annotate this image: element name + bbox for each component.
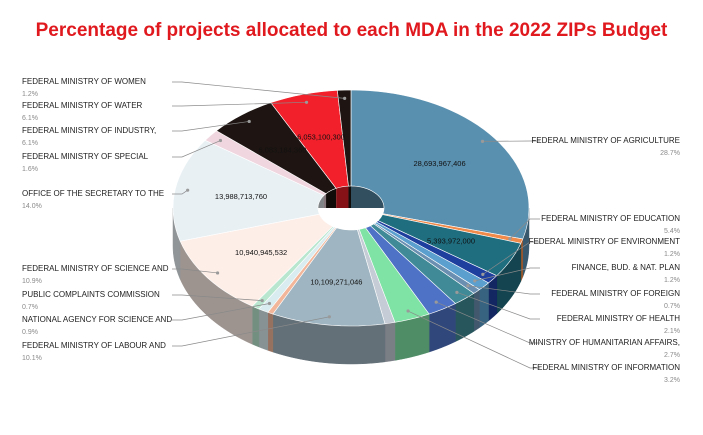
label-pct-1: 28.7% [660, 150, 680, 157]
leader-dot-17 [218, 138, 223, 143]
leader-dot-14 [260, 299, 264, 303]
leader-dot-19 [304, 100, 309, 104]
leader-dot-15 [215, 271, 220, 275]
leader-dot-6 [466, 284, 470, 288]
label-name-14: PUBLIC COMPLAINTS COMMISSION [22, 290, 160, 299]
label-name-18: FEDERAL MINISTRY OF INDUSTRY, [22, 126, 156, 135]
value-label-15: 10,940,945,532 [235, 248, 287, 257]
leader-line-19 [172, 101, 307, 107]
label-pct-17: 1.6% [22, 166, 38, 173]
label-pct-6: 0.7% [664, 303, 680, 310]
leader-line-14 [172, 294, 263, 301]
leader-dot-20 [343, 96, 347, 100]
label-pct-5: 1.2% [664, 277, 680, 284]
slice-labels: FEDERAL MINISTRY OF AGRICULTURE 28.7% FEDE… [22, 77, 680, 384]
leader-line-6 [467, 285, 540, 295]
leader-dot-4 [481, 272, 485, 276]
leader-line-4 [482, 241, 540, 275]
slice-20 [337, 89, 352, 187]
label-pct-20: 1.2% [22, 91, 38, 98]
doughnut-hole [318, 208, 384, 230]
leader-line-2 [509, 218, 540, 240]
label-name-16: OFFICE OF THE SECRETARY TO THE [22, 189, 164, 198]
leader-line-15 [172, 268, 218, 274]
label-name-2: FEDERAL MINISTRY OF EDUCATION [541, 214, 680, 223]
value-label-16: 13,988,713,760 [215, 192, 267, 201]
label-name-19: FEDERAL MINISTRY OF WATER [22, 101, 143, 110]
inner-wall-19-0 [336, 186, 349, 212]
label-name-8: MINISTRY OF HUMANITARIAN AFFAIRS, [529, 338, 680, 347]
label-pct-18: 6.1% [22, 140, 38, 147]
label-name-17: FEDERAL MINISTRY OF SPECIAL [22, 152, 149, 161]
label-name-13: NATIONAL AGENCY FOR SCIENCE AND [22, 315, 172, 324]
inner-wall-20-0 [348, 186, 351, 209]
label-pct-16: 14.0% [22, 203, 42, 210]
leader-dot-7 [455, 290, 459, 294]
label-pct-8: 2.7% [664, 352, 680, 359]
value-label-1: 28,693,967,406 [414, 159, 466, 168]
value-label-11: 10,109,271,046 [310, 277, 362, 286]
label-pct-15: 10.9% [22, 278, 42, 285]
value-label-3: 5,393,972,000 [427, 237, 475, 246]
leader-dot-11 [327, 315, 331, 319]
value-label-18: 6,083,184,360 [258, 146, 306, 155]
leader-dot-18 [247, 119, 251, 124]
leader-dot-16 [186, 188, 190, 192]
leader-line-13 [172, 303, 270, 321]
label-pct-4: 1.2% [664, 251, 680, 258]
label-name-4: FEDERAL MINISTRY OF ENVIRONMENT [529, 237, 681, 246]
leader-dot-5 [473, 279, 477, 283]
label-name-7: FEDERAL MINISTRY OF HEALTH [557, 314, 681, 323]
label-pct-19: 6.1% [22, 115, 38, 122]
label-name-15: FEDERAL MINISTRY OF SCIENCE AND [22, 264, 169, 273]
label-pct-11: 10.1% [22, 355, 42, 362]
chart-title: Percentage of projects allocated to each… [35, 20, 668, 41]
leader-line-17 [172, 140, 221, 158]
label-pct-2: 5.4% [664, 228, 680, 235]
leader-line-7 [456, 292, 540, 320]
label-pct-7: 2.1% [664, 328, 680, 335]
leader-dot-13 [267, 301, 272, 306]
label-name-9: FEDERAL MINISTRY OF INFORMATION [532, 363, 680, 372]
leader-line-9 [407, 310, 540, 369]
leader-line-20 [172, 81, 345, 99]
label-name-11: FEDERAL MINISTRY OF LABOUR AND [22, 341, 166, 350]
label-name-6: FEDERAL MINISTRY OF FOREIGN [551, 289, 680, 298]
side-wall-14 [251, 305, 260, 348]
side-wall-10 [384, 322, 396, 363]
leader-dot-2 [508, 237, 512, 241]
side-wall-4 [488, 275, 498, 322]
label-pct-14: 0.7% [22, 304, 38, 311]
label-name-20: FEDERAL MINISTRY OF WOMEN [22, 77, 146, 86]
side-wall-6 [473, 289, 480, 332]
leader-dot-1 [480, 139, 485, 143]
leader-line-8 [436, 301, 540, 344]
leader-line-5 [474, 267, 540, 282]
label-name-5: FINANCE, BUD. & NAT. PLAN [572, 263, 681, 272]
leader-line-16 [172, 189, 188, 195]
leader-dot-9 [406, 309, 410, 313]
leader-line-11 [172, 316, 330, 347]
label-name-1: FEDERAL MINISTRY OF AGRICULTURE [531, 136, 680, 145]
label-pct-13: 0.9% [22, 329, 38, 336]
side-wall-5 [479, 282, 489, 329]
side-wall-2 [520, 238, 524, 282]
leader-line-18 [172, 121, 250, 132]
leader-dot-8 [434, 300, 438, 304]
label-pct-9: 3.2% [664, 377, 680, 384]
side-wall-12 [267, 311, 274, 353]
doughnut-slices [172, 89, 530, 327]
value-label-19: 6,053,100,300 [297, 133, 345, 142]
slice-value-labels: 28,693,967,406 5,393,972,000 10,109,271,04… [215, 133, 475, 287]
